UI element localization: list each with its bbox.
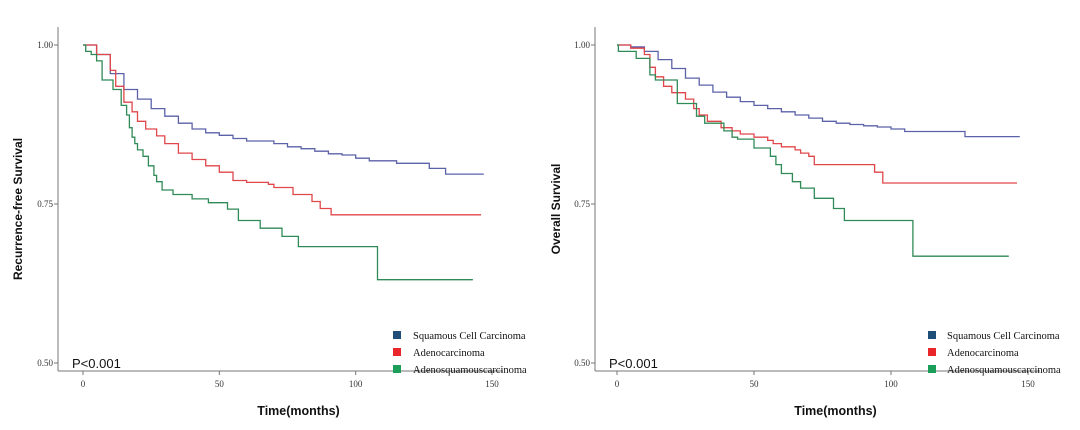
x-tick-label: 150 bbox=[1021, 379, 1035, 389]
survival-curve-adenocarcinoma bbox=[83, 44, 482, 216]
x-tick-label: 0 bbox=[615, 379, 620, 389]
chart-panel-2: 0.50 0.75 1.00 0 50 100 150 Overall Survival Tim… bbox=[549, 27, 1061, 418]
x-tick-label: 100 bbox=[884, 379, 898, 389]
legend-label: Squamous Cell Carcinoma bbox=[947, 331, 1060, 342]
legend-swatch bbox=[928, 348, 936, 356]
survival-curve-adenosquamouscarcinoma bbox=[83, 44, 473, 281]
y-tick-label: 1.00 bbox=[37, 40, 53, 50]
legend-swatch bbox=[393, 331, 401, 339]
y-tick-label: 0.50 bbox=[37, 358, 53, 368]
legend-label: Adenosquamouscarcinoma bbox=[947, 365, 1061, 376]
x-tick-label: 150 bbox=[485, 379, 499, 389]
legend-swatch bbox=[393, 365, 401, 373]
legend-swatch bbox=[928, 331, 936, 339]
legend-label: Adenocarcinoma bbox=[413, 348, 485, 359]
chart-panel-1: 0.50 0.75 1.00 0 50 100 150 Recurrence-free Sur… bbox=[11, 27, 527, 418]
x-axis-label: Time(months) bbox=[794, 404, 876, 418]
y-axis-label: Overall Survival bbox=[549, 164, 563, 255]
x-tick-label: 0 bbox=[81, 379, 86, 389]
x-tick-label: 50 bbox=[750, 379, 760, 389]
legend-swatch bbox=[393, 348, 401, 356]
x-axis-label: Time(months) bbox=[257, 404, 339, 418]
y-tick-label: 1.00 bbox=[574, 40, 590, 50]
survival-curve-squamous-cell-carcinoma bbox=[83, 44, 484, 175]
legend-label: Adenosquamouscarcinoma bbox=[413, 365, 527, 376]
legend-swatch bbox=[928, 365, 936, 373]
x-tick-label: 100 bbox=[349, 379, 363, 389]
survival-curve-adenocarcinoma bbox=[617, 44, 1017, 184]
survival-curve-squamous-cell-carcinoma bbox=[617, 44, 1020, 138]
y-tick-label: 0.75 bbox=[574, 199, 590, 209]
p-value-annotation: P<0.001 bbox=[609, 356, 658, 371]
y-tick-label: 0.75 bbox=[37, 199, 53, 209]
legend-label: Squamous Cell Carcinoma bbox=[413, 331, 526, 342]
legend-label: Adenocarcinoma bbox=[947, 348, 1019, 359]
y-tick-label: 0.50 bbox=[574, 358, 590, 368]
x-tick-label: 50 bbox=[215, 379, 225, 389]
survival-curve-adenosquamouscarcinoma bbox=[617, 44, 1009, 257]
y-axis-label: Recurrence-free Survival bbox=[11, 138, 25, 280]
p-value-annotation: P<0.001 bbox=[72, 356, 121, 371]
